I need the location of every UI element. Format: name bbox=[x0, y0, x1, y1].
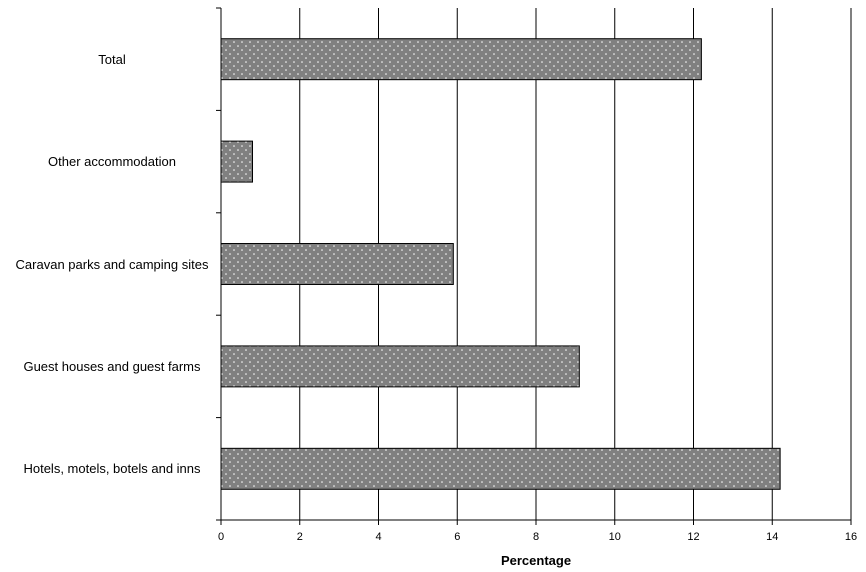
x-tick-label: 12 bbox=[687, 531, 699, 543]
x-tick-label: 8 bbox=[533, 531, 539, 543]
x-tick-label: 10 bbox=[609, 531, 621, 543]
x-tick-labels: 0 2 4 6 8 10 12 14 16 bbox=[218, 531, 857, 543]
x-tick-label: 6 bbox=[454, 531, 460, 543]
x-tick-label: 4 bbox=[375, 531, 381, 543]
bars bbox=[220, 38, 781, 490]
gridlines bbox=[299, 8, 852, 520]
x-axis-title: Percentage bbox=[500, 553, 572, 568]
category-label: Caravan parks and camping sites bbox=[15, 256, 209, 272]
x-tick-label: 0 bbox=[218, 531, 224, 543]
axes bbox=[216, 7, 852, 525]
bar bbox=[220, 447, 781, 490]
x-tick-label: 2 bbox=[297, 531, 303, 543]
x-tick-label: 16 bbox=[845, 531, 857, 543]
x-tick-label: 14 bbox=[766, 531, 778, 543]
category-label: Total bbox=[98, 51, 126, 67]
category-label: Other accommodation bbox=[48, 154, 176, 170]
category-label: Hotels, motels, botels and inns bbox=[23, 461, 201, 477]
bar bbox=[220, 243, 454, 285]
category-label: Guest houses and guest farms bbox=[23, 358, 201, 374]
bar bbox=[220, 38, 702, 81]
bar bbox=[220, 140, 253, 183]
bar bbox=[220, 345, 580, 388]
